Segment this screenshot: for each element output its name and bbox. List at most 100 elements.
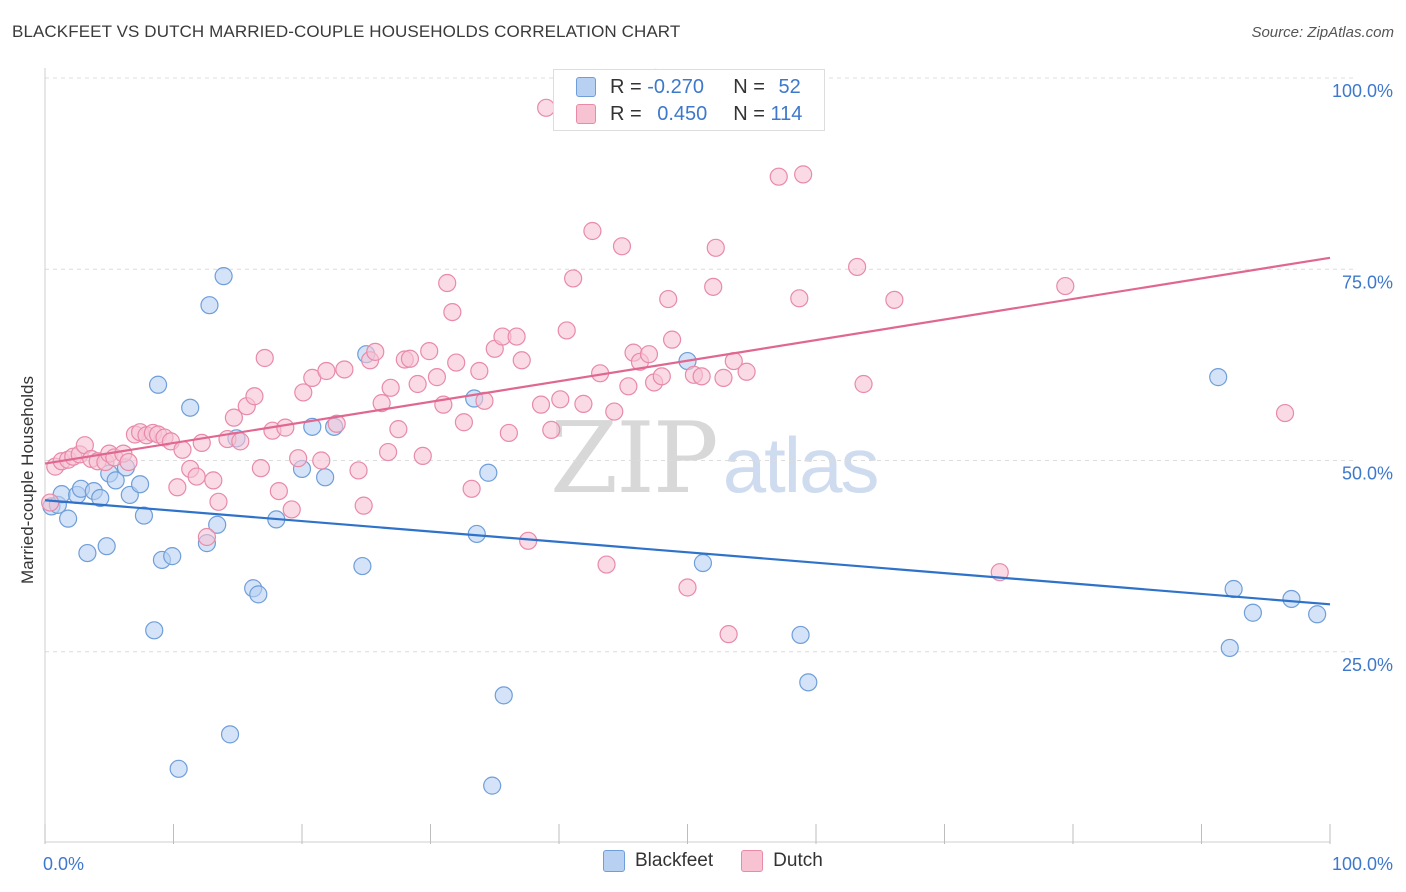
blackfeet-point-45: [799, 673, 818, 692]
blackfeet-point-9: [97, 537, 116, 556]
blackfeet-point-6: [78, 543, 97, 563]
dutch-point-98: [704, 277, 723, 296]
axis-layer: [44, 68, 1331, 844]
blackfeet-point-47: [1243, 603, 1263, 622]
blackfeet-point-24: [208, 515, 227, 534]
dutch-point-78: [551, 390, 570, 409]
dutch-point-31: [231, 432, 250, 451]
blackfeet-point-15: [134, 506, 154, 525]
dutch-point-28: [209, 492, 228, 511]
dutch-point-33: [245, 387, 264, 406]
blackfeet-point-16: [145, 621, 164, 640]
dutch-points: [41, 68, 1295, 644]
blackfeet-point-29: [249, 585, 268, 604]
blackfeet-point-39: [483, 776, 502, 795]
dutch-point-51: [372, 394, 391, 413]
dutch-point-44: [317, 361, 336, 381]
x-tick-label-max: 100.0%: [1332, 854, 1393, 874]
dutch-point-66: [462, 479, 481, 498]
blackfeet-point-32: [303, 417, 322, 436]
blackfeet-point-41: [494, 686, 513, 705]
dutch-point-38: [276, 418, 295, 437]
dutch-point-84: [597, 555, 616, 574]
y-tick-label-50: 50.0%: [1342, 464, 1393, 484]
dutch-point-27: [204, 471, 223, 490]
dutch-point-79: [557, 321, 576, 340]
dutch-point-71: [499, 423, 518, 443]
legend-r-value-dutch: 0.450: [657, 102, 708, 125]
chart-source: Source: ZipAtlas.com: [1251, 24, 1394, 41]
dutch-point-67: [470, 361, 489, 381]
dutch-point-0: [41, 493, 60, 512]
y-tick-label-25: 25.0%: [1342, 655, 1393, 675]
dutch-point-54: [389, 420, 408, 439]
dutch-point-21: [168, 478, 187, 497]
dutch-point-65: [454, 413, 474, 432]
dutch-point-41: [294, 383, 313, 402]
chart-title: BLACKFEET VS DUTCH MARRIED-COUPLE HOUSEH…: [12, 22, 681, 41]
series-legend: Blackfeet Dutch: [603, 850, 851, 872]
blackfeet-point-25: [214, 267, 233, 286]
blackfeet-point-14: [130, 475, 150, 494]
dutch-point-77: [542, 420, 561, 439]
blackfeet-point-11: [106, 471, 125, 490]
blackfeet-point-20: [169, 759, 188, 778]
dutch-point-30: [224, 408, 243, 427]
dutch-point-108: [854, 374, 873, 394]
dutch-point-100: [714, 368, 733, 387]
dutch-point-87: [619, 377, 638, 396]
dutch-point-58: [413, 446, 432, 466]
dutch-point-75: [531, 395, 551, 414]
series-legend-dutch[interactable]: Dutch: [741, 850, 823, 872]
dutch-point-45: [327, 414, 346, 433]
dutch-point-46: [335, 360, 354, 379]
dutch-point-82: [583, 221, 602, 241]
y-axis-title: Married-couple Households: [18, 376, 37, 584]
legend-row-dutch: R = 0.450 N = 114: [576, 101, 802, 127]
blackfeet-points: [42, 267, 1327, 795]
dutch-point-57: [408, 374, 427, 394]
correlation-legend: R = -0.270 N = 52 R = 0.450 N = 114: [553, 69, 825, 131]
series-swatch-dutch: [741, 850, 764, 872]
dutch-point-72: [507, 327, 526, 346]
dutch-point-90: [639, 345, 659, 364]
dutch-point-26: [197, 527, 217, 547]
blackfeet-point-8: [91, 488, 110, 508]
blackfeet-point-19: [163, 547, 182, 566]
dutch-point-99: [706, 238, 725, 257]
blackfeet-point-26: [220, 725, 240, 744]
dutch-point-81: [574, 394, 593, 413]
dutch-point-43: [312, 451, 331, 470]
dutch-point-106: [794, 165, 813, 184]
y-tick-label-75: 75.0%: [1342, 272, 1393, 292]
x-tick-label-min: 0.0%: [43, 854, 84, 874]
dutch-point-105: [790, 289, 809, 308]
series-swatch-blackfeet: [603, 850, 625, 872]
legend-r-label: R =: [610, 75, 648, 98]
dutch-point-94: [662, 330, 682, 349]
dutch-point-52: [378, 442, 398, 462]
dutch-point-50: [366, 342, 385, 361]
dutch-point-86: [612, 237, 632, 256]
dutch-point-37: [269, 482, 288, 501]
dutch-point-34: [251, 459, 270, 478]
dutch-point-102: [719, 625, 738, 644]
dutch-point-97: [692, 367, 711, 386]
legend-row-blackfeet: R = -0.270 N = 52: [576, 74, 801, 100]
trend-lines: [44, 256, 1331, 606]
dutch-point-35: [255, 348, 274, 368]
dutch-point-56: [400, 349, 420, 368]
dutch-point-48: [354, 496, 373, 515]
watermark: ZIPatlas: [550, 402, 880, 516]
dutch-point-22: [173, 440, 192, 459]
legend-n-value-dutch: 114: [770, 102, 803, 125]
dutch-point-59: [420, 342, 439, 361]
blackfeet-point-40: [479, 463, 498, 482]
watermark-atlas: atlas: [722, 421, 880, 509]
series-legend-blackfeet[interactable]: Blackfeet: [603, 850, 713, 872]
legend-n-label: N =: [733, 102, 771, 125]
dutch-point-39: [282, 500, 301, 519]
legend-r-value-blackfeet: -0.270: [647, 75, 704, 98]
dutch-trend-line: [44, 256, 1331, 465]
